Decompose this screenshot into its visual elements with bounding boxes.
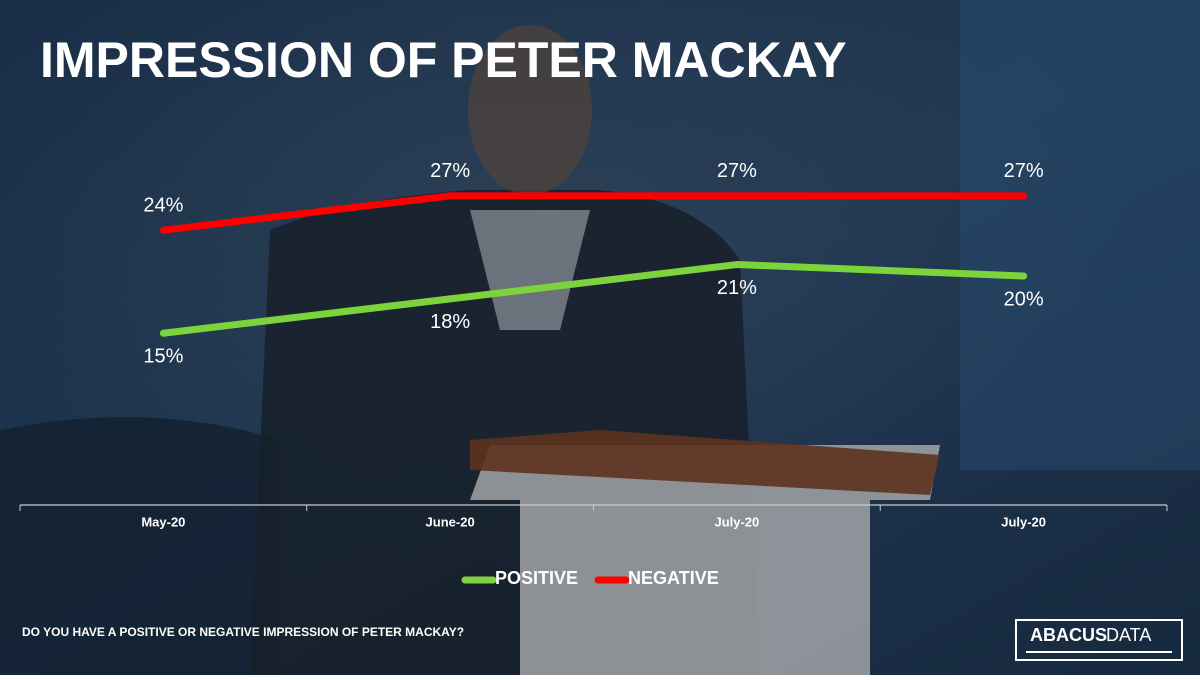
- logo-word: ABACUS: [1030, 625, 1107, 645]
- series-line: [159, 261, 1028, 337]
- series-line: [159, 192, 1028, 234]
- footer-question: DO YOU HAVE A POSITIVE OR NEGATIVE IMPRE…: [22, 625, 464, 639]
- legend-label: NEGATIVE: [628, 568, 719, 588]
- chart-title: IMPRESSION OF PETER MACKAY: [40, 32, 847, 88]
- x-tick-label: July-20: [1001, 514, 1046, 529]
- data-label: 24%: [143, 194, 183, 216]
- data-label: 15%: [143, 346, 183, 368]
- x-tick-label: May-20: [141, 514, 185, 529]
- legend: POSITIVE NEGATIVE: [461, 568, 719, 588]
- data-label: 27%: [717, 160, 757, 182]
- x-axis-ticks: May-20 June-20 July-20 July-20: [19, 505, 1168, 529]
- data-label: 18%: [430, 311, 470, 333]
- logo: ABACUS DATA: [1015, 619, 1183, 661]
- data-label: 27%: [430, 160, 470, 182]
- x-tick-label: July-20: [714, 514, 759, 529]
- data-label: 21%: [717, 277, 757, 299]
- x-tick-label: June-20: [426, 514, 475, 529]
- logo-word: DATA: [1106, 625, 1151, 645]
- plot-area: 15% 18% 21% 20% 24% 27% 27% 27%: [143, 160, 1043, 367]
- data-label: 20%: [1004, 288, 1044, 310]
- data-label: 27%: [1004, 160, 1044, 182]
- logo-frame: [1015, 619, 1183, 661]
- legend-label: POSITIVE: [495, 568, 578, 588]
